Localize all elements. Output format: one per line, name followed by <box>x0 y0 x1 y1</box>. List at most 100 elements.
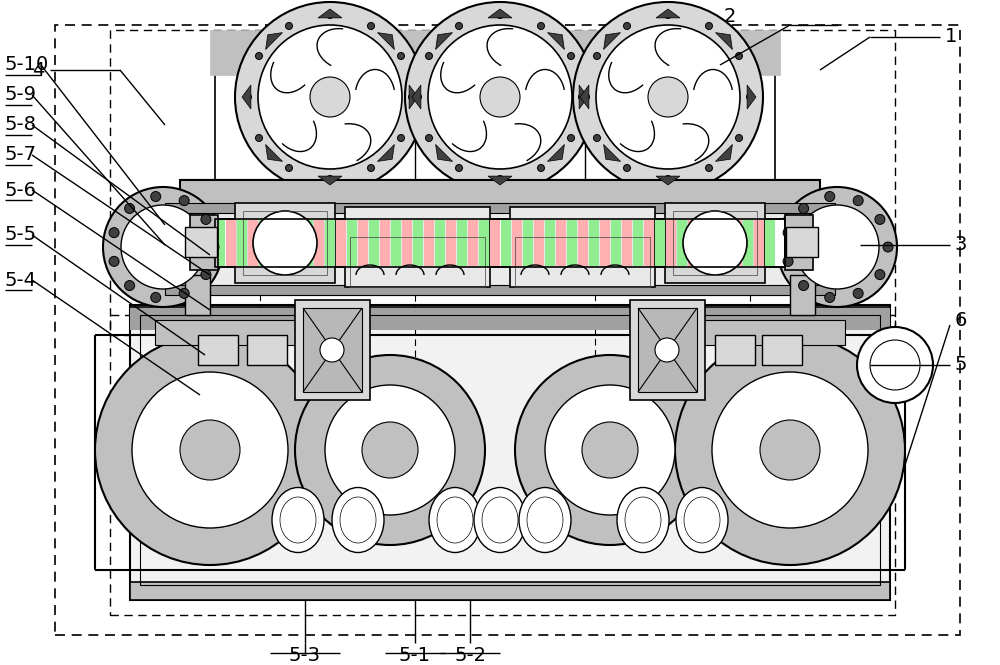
Bar <box>303 220 313 266</box>
Bar <box>215 219 785 267</box>
Bar <box>345 207 490 287</box>
Bar <box>786 227 818 257</box>
Circle shape <box>593 53 600 59</box>
Bar <box>336 220 346 266</box>
Circle shape <box>253 211 317 275</box>
Bar <box>644 220 654 266</box>
Bar <box>200 210 800 275</box>
Bar <box>215 220 225 266</box>
Polygon shape <box>377 144 394 162</box>
Polygon shape <box>604 144 621 162</box>
Circle shape <box>362 422 418 478</box>
Bar <box>369 220 379 266</box>
Circle shape <box>125 281 135 291</box>
Bar <box>210 30 780 75</box>
Bar <box>402 220 412 266</box>
Circle shape <box>624 164 631 172</box>
Circle shape <box>538 23 544 29</box>
Bar <box>479 220 489 266</box>
Bar <box>248 220 258 266</box>
Ellipse shape <box>272 487 324 553</box>
Bar <box>721 220 731 266</box>
Circle shape <box>496 176 504 182</box>
Circle shape <box>573 2 763 192</box>
Bar <box>347 220 357 266</box>
Text: 5-9: 5-9 <box>5 86 37 104</box>
Bar <box>165 203 835 213</box>
Bar <box>413 220 423 266</box>
Bar <box>259 220 269 266</box>
Bar <box>180 180 820 205</box>
Circle shape <box>255 134 262 142</box>
Bar <box>303 308 362 392</box>
Bar <box>130 307 890 325</box>
Bar <box>140 315 880 585</box>
Circle shape <box>795 205 879 289</box>
Circle shape <box>244 94 252 100</box>
Bar <box>130 582 890 600</box>
Bar <box>446 220 456 266</box>
Bar <box>534 220 544 266</box>
Text: 3: 3 <box>955 235 967 255</box>
Bar <box>556 220 566 266</box>
Circle shape <box>683 211 747 275</box>
Polygon shape <box>266 144 283 162</box>
Bar <box>710 220 720 266</box>
Bar <box>501 220 511 266</box>
Text: 5-2: 5-2 <box>454 646 486 665</box>
Circle shape <box>777 187 897 307</box>
Circle shape <box>624 23 631 29</box>
Bar <box>380 220 390 266</box>
Text: 2: 2 <box>724 7 736 27</box>
Polygon shape <box>656 9 680 18</box>
Bar <box>260 275 415 435</box>
Bar <box>790 275 815 315</box>
Circle shape <box>857 327 933 403</box>
Bar <box>235 203 335 283</box>
Polygon shape <box>656 176 680 185</box>
Circle shape <box>286 23 292 29</box>
Circle shape <box>151 192 161 201</box>
Bar <box>510 207 655 287</box>
Circle shape <box>648 77 688 117</box>
Bar <box>622 220 632 266</box>
Bar <box>732 220 742 266</box>
Circle shape <box>825 293 835 303</box>
Text: 5-8: 5-8 <box>5 116 37 134</box>
Circle shape <box>712 372 868 528</box>
Circle shape <box>201 269 211 279</box>
Bar <box>665 203 765 283</box>
Bar <box>715 335 755 365</box>
Circle shape <box>783 227 793 237</box>
Bar <box>523 220 533 266</box>
Circle shape <box>496 11 504 19</box>
Circle shape <box>706 164 712 172</box>
Circle shape <box>515 355 705 545</box>
Text: 5: 5 <box>955 356 968 374</box>
Circle shape <box>125 203 135 213</box>
Circle shape <box>179 196 189 205</box>
Ellipse shape <box>519 487 571 553</box>
Bar <box>545 220 555 266</box>
Ellipse shape <box>429 487 481 553</box>
Circle shape <box>883 242 893 252</box>
Bar <box>762 335 802 365</box>
Circle shape <box>179 289 189 299</box>
Bar <box>589 220 599 266</box>
Bar <box>677 220 687 266</box>
Bar <box>226 220 236 266</box>
Polygon shape <box>715 33 732 49</box>
Circle shape <box>706 23 712 29</box>
Bar <box>630 300 705 400</box>
Circle shape <box>582 422 638 478</box>
Bar <box>198 335 238 365</box>
Bar <box>600 220 610 266</box>
Polygon shape <box>604 33 621 49</box>
Circle shape <box>428 25 572 169</box>
Bar <box>130 318 890 330</box>
Bar <box>655 220 665 266</box>
Circle shape <box>746 94 754 100</box>
Circle shape <box>825 192 835 201</box>
Circle shape <box>325 385 455 515</box>
Circle shape <box>596 25 740 169</box>
